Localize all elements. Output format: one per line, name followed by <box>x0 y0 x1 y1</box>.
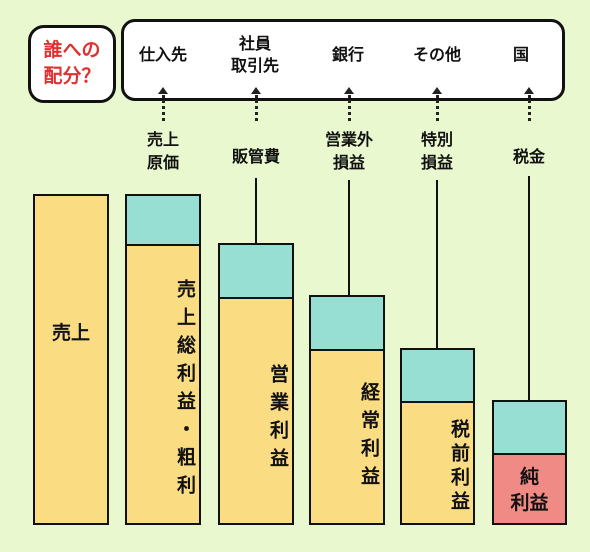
cost-label-sga: 販管費 <box>231 147 281 166</box>
bar-pretax-profit-label: 税前利益 <box>448 419 470 515</box>
connector-line <box>255 178 257 268</box>
allocation-question-line1: 誰への <box>43 39 101 62</box>
cost-label-extraordinary: 特別 損益 <box>420 130 454 173</box>
allocation-question-line2: 配分？ <box>43 65 101 87</box>
bar-ordinary-profit-label: 経常利益 <box>358 382 380 494</box>
segment-tax <box>492 400 567 455</box>
segment-sga <box>218 243 294 299</box>
bar-gross-profit: 売上総利益・粗利 <box>125 244 201 525</box>
bar-operating-profit: 営業利益 <box>218 297 294 525</box>
bar-sales-label: 売上 <box>51 322 90 344</box>
segment-cogs <box>125 194 201 246</box>
dotted-connector <box>436 95 439 121</box>
bar-net-profit-label: 純 利益 <box>510 466 549 514</box>
arrow-up-icon <box>432 87 442 94</box>
recipient-suppliers: 仕入先 <box>138 45 188 64</box>
dotted-connector <box>348 95 351 121</box>
bar-operating-profit-label: 営業利益 <box>267 364 289 476</box>
connector-line <box>348 180 350 320</box>
dotted-connector <box>528 95 531 121</box>
segment-extraordinary <box>400 348 475 403</box>
dotted-connector <box>162 95 165 121</box>
recipients-box <box>121 19 565 101</box>
bar-ordinary-profit: 経常利益 <box>309 349 385 525</box>
dotted-connector <box>255 95 258 121</box>
bar-net-profit: 純 利益 <box>492 453 567 525</box>
recipient-employees: 社員 取引先 <box>230 34 280 75</box>
bar-sales: 売上 <box>33 194 109 525</box>
allocation-question-box: 誰への 配分？ <box>28 25 116 103</box>
arrow-up-icon <box>158 87 168 94</box>
arrow-up-icon <box>524 87 534 94</box>
connector-line <box>436 180 438 375</box>
recipient-others: その他 <box>412 45 462 64</box>
cost-label-non-operating: 営業外 損益 <box>324 130 374 173</box>
bar-gross-profit-label: 売上総利益・粗利 <box>174 279 196 503</box>
arrow-up-icon <box>344 87 354 94</box>
arrow-up-icon <box>251 87 261 94</box>
segment-non-operating <box>309 295 385 351</box>
recipient-government: 国 <box>512 45 530 64</box>
cost-label-cogs: 売上 原価 <box>146 130 180 173</box>
bar-pretax-profit: 税前利益 <box>400 401 475 525</box>
cost-label-tax: 税金 <box>512 147 546 166</box>
recipient-banks: 銀行 <box>331 45 365 64</box>
connector-line <box>528 176 530 424</box>
